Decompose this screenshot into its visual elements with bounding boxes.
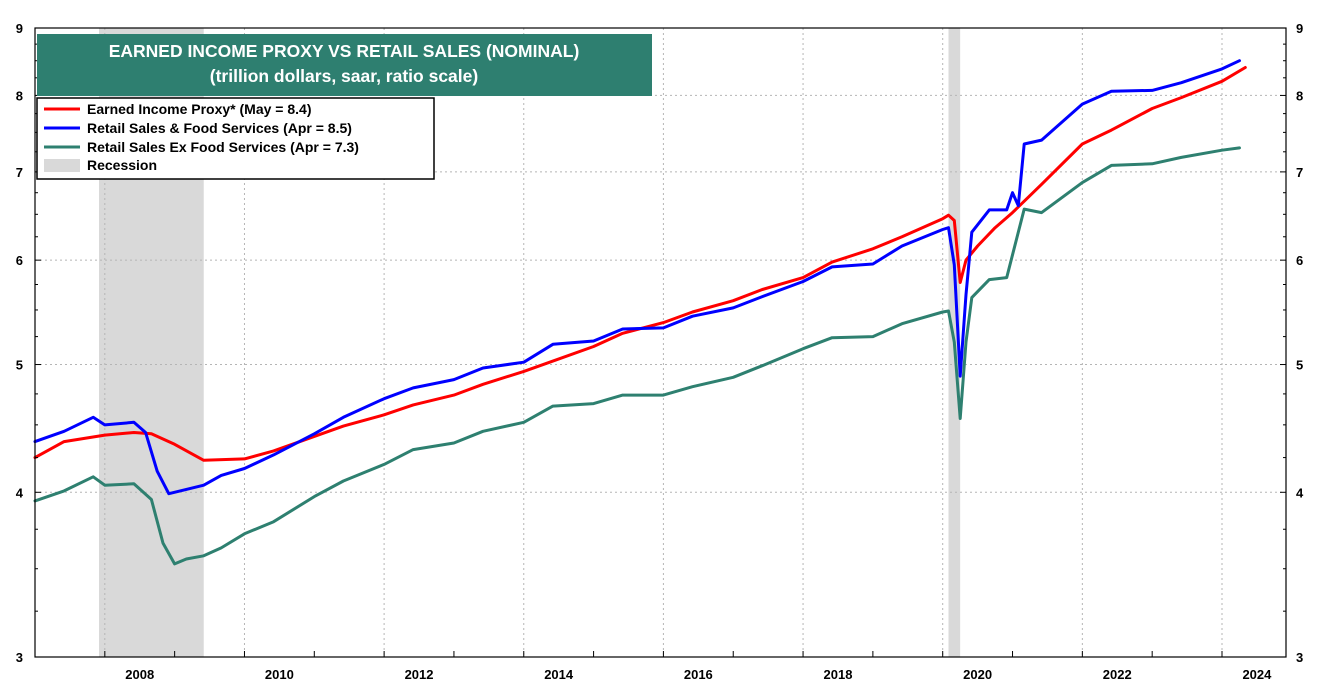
x-tick-label-2010: 2010 xyxy=(265,667,294,682)
y-tick-label-right-9: 9 xyxy=(1296,21,1303,36)
x-tick-label-2016: 2016 xyxy=(684,667,713,682)
x-tick-label-2012: 2012 xyxy=(405,667,434,682)
legend-label-retail-sales-food: Retail Sales & Food Services (Apr = 8.5) xyxy=(87,120,352,136)
legend-label-earned-income: Earned Income Proxy* (May = 8.4) xyxy=(87,101,311,117)
series-layer xyxy=(33,59,1247,566)
legend-swatch-recession xyxy=(44,159,80,172)
chart-title-box: EARNED INCOME PROXY VS RETAIL SALES (NOM… xyxy=(37,34,652,96)
x-tick-label-2022: 2022 xyxy=(1103,667,1132,682)
y-tick-label-left-6: 6 xyxy=(16,253,23,268)
y-tick-label-right-4: 4 xyxy=(1296,485,1304,500)
x-tick-label-2024: 2024 xyxy=(1242,667,1272,682)
y-tick-label-right-3: 3 xyxy=(1296,650,1303,665)
y-tick-label-left-9: 9 xyxy=(16,21,23,36)
y-tick-label-left-3: 3 xyxy=(16,650,23,665)
x-tick-label-2014: 2014 xyxy=(544,667,574,682)
legend-label-retail-ex-food: Retail Sales Ex Food Services (Apr = 7.3… xyxy=(87,139,359,155)
x-tick-label-2008: 2008 xyxy=(125,667,154,682)
chart-subtitle: (trillion dollars, saar, ratio scale) xyxy=(210,66,478,86)
y-tick-label-right-5: 5 xyxy=(1296,358,1303,373)
chart-title: EARNED INCOME PROXY VS RETAIL SALES (NOM… xyxy=(109,41,580,61)
y-tick-label-right-7: 7 xyxy=(1296,165,1303,180)
y-tick-label-left-4: 4 xyxy=(16,485,24,500)
y-tick-label-left-5: 5 xyxy=(16,358,23,373)
series-line-retail-sales-ex-food-services xyxy=(33,146,1241,566)
x-tick-label-2020: 2020 xyxy=(963,667,992,682)
y-tick-label-left-8: 8 xyxy=(16,88,23,103)
y-tick-label-right-8: 8 xyxy=(1296,88,1303,103)
y-tick-label-right-6: 6 xyxy=(1296,253,1303,268)
plot-frame xyxy=(34,27,1287,658)
x-tick-label-2018: 2018 xyxy=(824,667,853,682)
axis-layer: 3 3 4 4 5 5 6 6 7 7 8 8 9 9 2008 2010 2012 2014 2016 2018 20… xyxy=(16,21,1304,682)
y-tick-label-left-7: 7 xyxy=(16,165,23,180)
series-line-earned-income-proxy xyxy=(33,66,1247,462)
legend-box xyxy=(36,97,435,180)
legend-label-recession: Recession xyxy=(87,157,157,173)
series-line-retail-sales-food-services xyxy=(33,59,1241,496)
legend: Earned Income Proxy* (May = 8.4) Retail … xyxy=(36,97,435,180)
grid-layer xyxy=(35,28,1286,657)
